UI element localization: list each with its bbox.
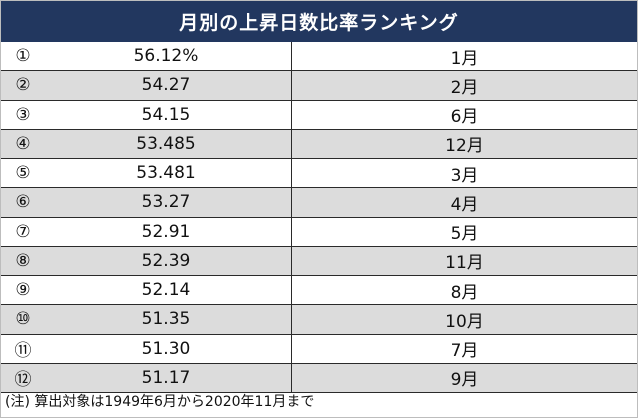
table-row: ⑧ 52.39 11月 bbox=[1, 246, 637, 277]
value-cell: 53.481 bbox=[41, 158, 292, 189]
month-cell: 7月 bbox=[291, 334, 637, 364]
table-title: 月別の上昇日数比率ランキング bbox=[1, 1, 637, 42]
table-row: ① 56.12% 1月 bbox=[1, 42, 637, 72]
month-cell: 6月 bbox=[291, 100, 637, 130]
month-cell: 12月 bbox=[291, 129, 637, 160]
rank-cell: ⑧ bbox=[1, 246, 41, 277]
rank-cell: ⑪ bbox=[1, 334, 41, 364]
value-cell: 52.91 bbox=[41, 217, 292, 247]
table-row: ⑨ 52.14 8月 bbox=[1, 275, 637, 306]
month-cell: 8月 bbox=[291, 275, 637, 306]
rank-cell: ⑤ bbox=[1, 158, 41, 189]
value-cell: 52.39 bbox=[41, 246, 292, 277]
month-cell: 4月 bbox=[291, 187, 637, 218]
value-cell: 51.35 bbox=[41, 304, 292, 335]
rank-cell: ⑦ bbox=[1, 217, 41, 247]
month-cell: 1月 bbox=[291, 42, 637, 72]
value-cell: 51.17 bbox=[41, 363, 292, 394]
value-cell: 52.14 bbox=[41, 275, 292, 306]
ranking-table-body: ① 56.12% 1月 ② 54.27 2月 ③ 54.15 6月 ④ 53.485 12月 ⑤ 53.4… bbox=[1, 42, 637, 394]
value-cell: 56.12% bbox=[41, 42, 292, 72]
ranking-table: ① 56.12% 1月 ② 54.27 2月 ③ 54.15 6月 ④ 53.485 12月 ⑤ 53.4… bbox=[1, 42, 637, 394]
rank-cell: ④ bbox=[1, 129, 41, 160]
value-cell: 53.27 bbox=[41, 187, 292, 218]
rank-cell: ⑩ bbox=[1, 304, 41, 335]
value-cell: 51.30 bbox=[41, 334, 292, 364]
rank-cell: ⑫ bbox=[1, 363, 41, 394]
table-row: ③ 54.15 6月 bbox=[1, 100, 637, 130]
value-cell: 53.485 bbox=[41, 129, 292, 160]
month-cell: 9月 bbox=[291, 363, 637, 394]
month-cell: 10月 bbox=[291, 304, 637, 335]
table-row: ④ 53.485 12月 bbox=[1, 129, 637, 160]
value-cell: 54.27 bbox=[41, 70, 292, 101]
table-row: ⑥ 53.27 4月 bbox=[1, 187, 637, 218]
value-cell: 54.15 bbox=[41, 100, 292, 130]
rank-cell: ⑨ bbox=[1, 275, 41, 306]
rank-cell: ⑥ bbox=[1, 187, 41, 218]
table-row: ⑤ 53.481 3月 bbox=[1, 158, 637, 189]
month-cell: 5月 bbox=[291, 217, 637, 247]
footnote: (注) 算出対象は1949年6月から2020年11月まで bbox=[5, 394, 315, 410]
rank-cell: ③ bbox=[1, 100, 41, 130]
rank-cell: ① bbox=[1, 42, 41, 72]
month-cell: 2月 bbox=[291, 70, 637, 101]
table-row: ⑪ 51.30 7月 bbox=[1, 334, 637, 364]
month-cell: 3月 bbox=[291, 158, 637, 189]
table-row: ⑫ 51.17 9月 bbox=[1, 363, 637, 394]
table-row: ⑩ 51.35 10月 bbox=[1, 304, 637, 335]
table-row: ⑦ 52.91 5月 bbox=[1, 217, 637, 247]
table-row: ② 54.27 2月 bbox=[1, 70, 637, 101]
month-cell: 11月 bbox=[291, 246, 637, 277]
rank-cell: ② bbox=[1, 70, 41, 101]
